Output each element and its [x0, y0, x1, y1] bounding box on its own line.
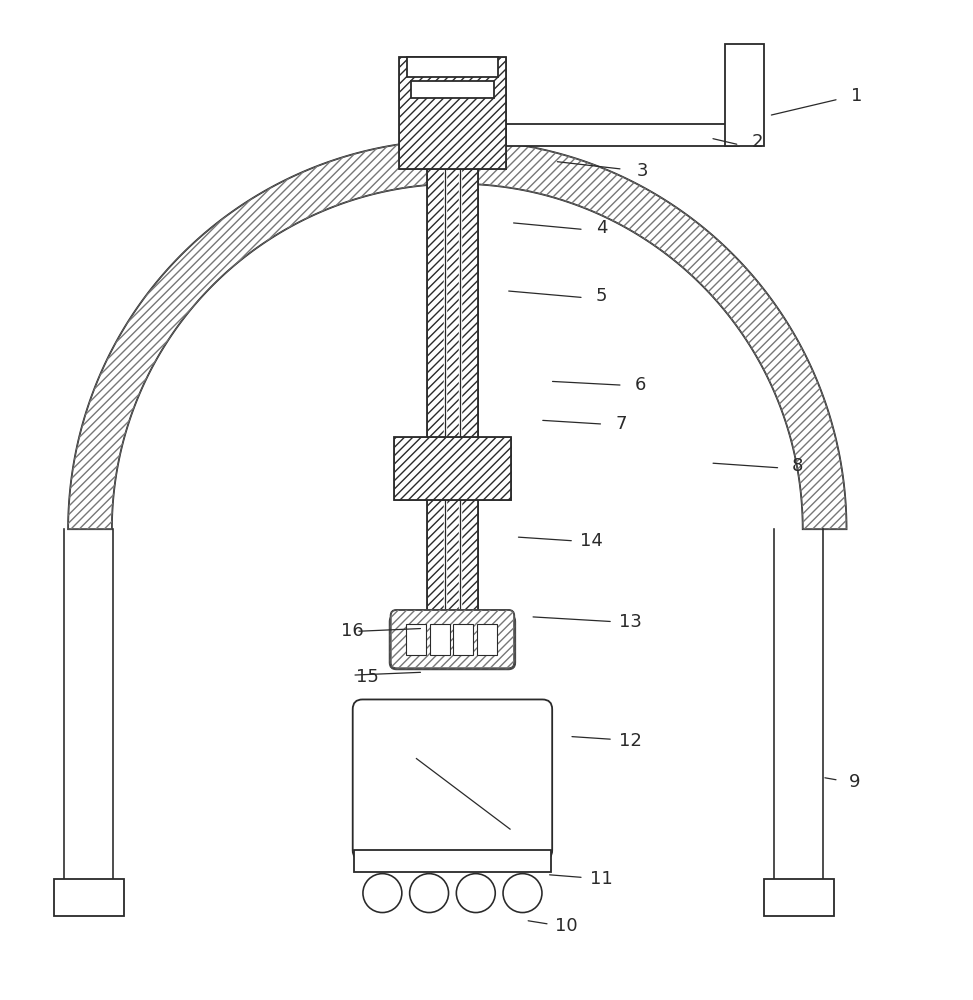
Text: 1: 1 [850, 87, 862, 105]
Text: 7: 7 [615, 415, 627, 433]
Text: 3: 3 [636, 162, 648, 180]
Bar [399, 57, 506, 169]
Bar [54, 879, 124, 916]
Bar [477, 624, 497, 655]
Text: 13: 13 [619, 613, 642, 631]
Text: 11: 11 [590, 870, 613, 888]
Circle shape [503, 874, 542, 913]
Bar [394, 437, 511, 500]
Bar [399, 57, 506, 169]
Text: 12: 12 [619, 732, 642, 750]
Bar [407, 57, 498, 77]
Circle shape [456, 874, 495, 913]
Bar [764, 879, 834, 916]
Bar [430, 624, 450, 655]
Text: 15: 15 [356, 668, 379, 686]
Circle shape [363, 874, 402, 913]
Text: 10: 10 [555, 917, 578, 935]
Text: 4: 4 [595, 219, 607, 237]
Text: 9: 9 [848, 773, 860, 791]
Bar [411, 81, 494, 98]
Bar [427, 57, 478, 617]
Text: 8: 8 [792, 457, 804, 475]
Bar [453, 624, 473, 655]
Bar [394, 437, 511, 500]
Circle shape [410, 874, 449, 913]
Text: 16: 16 [341, 622, 364, 640]
FancyBboxPatch shape [353, 699, 553, 860]
Bar [407, 624, 426, 655]
FancyBboxPatch shape [389, 615, 516, 669]
Text: 2: 2 [751, 133, 763, 151]
Text: 14: 14 [580, 532, 603, 550]
Bar [506, 124, 739, 146]
Text: 5: 5 [595, 287, 607, 305]
Polygon shape [68, 140, 847, 529]
Text: 6: 6 [634, 376, 646, 394]
Bar [427, 57, 478, 617]
Bar [354, 850, 552, 872]
Bar [725, 44, 764, 146]
FancyBboxPatch shape [391, 610, 514, 668]
